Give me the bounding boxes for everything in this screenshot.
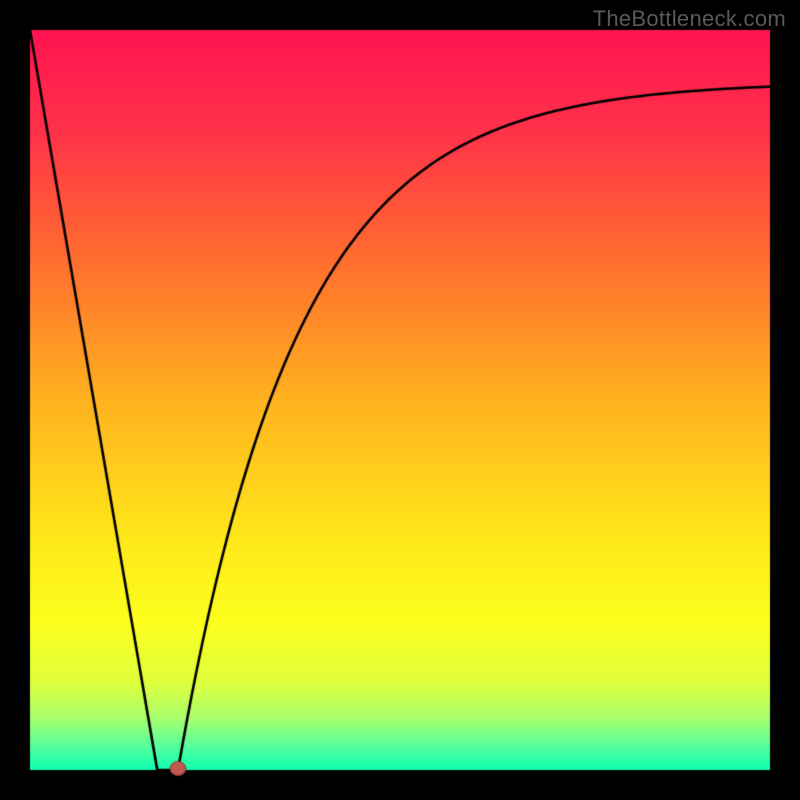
bottleneck-chart-canvas (0, 0, 800, 800)
chart-stage: TheBottleneck.com (0, 0, 800, 800)
watermark-label: TheBottleneck.com (593, 6, 786, 32)
